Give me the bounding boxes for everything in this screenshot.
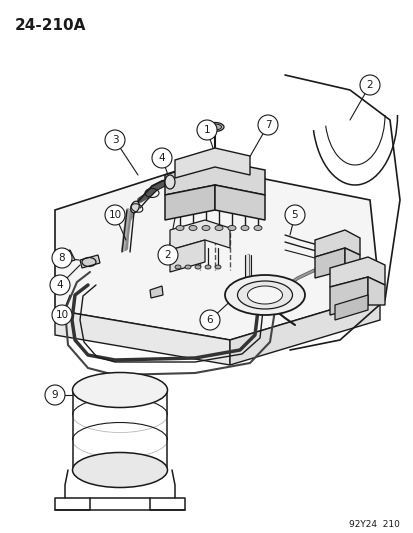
Polygon shape: [165, 185, 214, 220]
Circle shape: [359, 75, 379, 95]
Text: 1: 1: [203, 125, 210, 135]
Ellipse shape: [195, 265, 201, 269]
Text: 3: 3: [112, 135, 118, 145]
Circle shape: [50, 275, 70, 295]
Circle shape: [105, 205, 125, 225]
Text: 4: 4: [158, 153, 165, 163]
Polygon shape: [80, 255, 100, 268]
Ellipse shape: [206, 123, 223, 132]
Circle shape: [105, 130, 125, 150]
Ellipse shape: [247, 286, 282, 304]
Text: 2: 2: [164, 250, 171, 260]
Ellipse shape: [72, 453, 167, 488]
Polygon shape: [55, 310, 230, 365]
Text: 2: 2: [366, 80, 373, 90]
Polygon shape: [314, 230, 359, 257]
Polygon shape: [175, 148, 249, 178]
Ellipse shape: [224, 275, 304, 315]
Ellipse shape: [240, 225, 248, 230]
Polygon shape: [214, 185, 264, 220]
Polygon shape: [55, 165, 379, 340]
Polygon shape: [314, 248, 344, 278]
Polygon shape: [329, 277, 367, 315]
Text: 6: 6: [206, 315, 213, 325]
Circle shape: [45, 385, 65, 405]
Ellipse shape: [72, 373, 167, 408]
Text: 24-210A: 24-210A: [15, 18, 86, 33]
Circle shape: [158, 245, 178, 265]
Circle shape: [284, 205, 304, 225]
Ellipse shape: [254, 225, 261, 230]
Polygon shape: [165, 160, 264, 195]
Circle shape: [257, 115, 277, 135]
Ellipse shape: [165, 175, 175, 189]
Ellipse shape: [131, 201, 139, 213]
Ellipse shape: [208, 124, 221, 130]
Text: 10: 10: [108, 210, 121, 220]
Ellipse shape: [176, 225, 183, 230]
Circle shape: [152, 148, 171, 168]
Ellipse shape: [185, 265, 190, 269]
Ellipse shape: [214, 225, 223, 230]
Circle shape: [199, 310, 219, 330]
Polygon shape: [230, 295, 379, 365]
Text: 7: 7: [264, 120, 271, 130]
Ellipse shape: [214, 265, 221, 269]
Circle shape: [52, 248, 72, 268]
Polygon shape: [344, 248, 359, 278]
Polygon shape: [150, 286, 163, 298]
Circle shape: [197, 120, 216, 140]
Circle shape: [52, 305, 72, 325]
Polygon shape: [170, 220, 230, 250]
Ellipse shape: [237, 281, 292, 309]
Text: 8: 8: [59, 253, 65, 263]
Ellipse shape: [175, 265, 180, 269]
Polygon shape: [55, 250, 75, 265]
Polygon shape: [329, 257, 384, 287]
Text: 5: 5: [291, 210, 298, 220]
Text: 9: 9: [52, 390, 58, 400]
Ellipse shape: [189, 225, 197, 230]
Ellipse shape: [228, 225, 235, 230]
Text: 10: 10: [55, 310, 69, 320]
Polygon shape: [170, 240, 204, 272]
Ellipse shape: [202, 225, 209, 230]
Text: 4: 4: [57, 280, 63, 290]
Polygon shape: [367, 277, 384, 305]
Text: 92Y24  210: 92Y24 210: [348, 520, 399, 529]
Ellipse shape: [204, 265, 211, 269]
Polygon shape: [334, 295, 367, 320]
